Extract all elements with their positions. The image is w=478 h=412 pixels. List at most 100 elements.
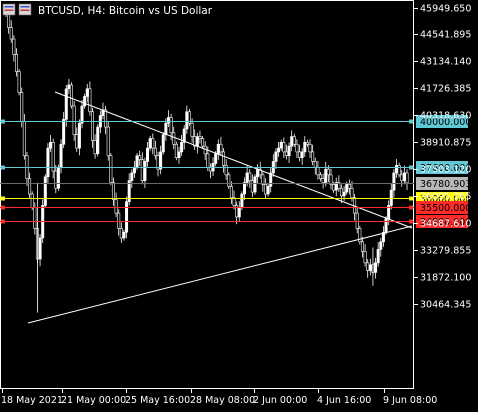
flag-stripe [4,9,14,11]
candle [9,20,13,43]
candle [198,130,202,144]
flag-stripe [20,6,30,8]
level-price-label: 40000.000 [420,117,471,128]
candle [232,190,236,210]
candle [104,106,108,135]
price-tick-label: 33279.855 [420,246,471,257]
level-line[interactable]: 34800.000 [0,215,471,228]
candle [261,171,265,192]
candle [300,148,304,165]
symbol-title[interactable]: BTCUSD, H4: Bitcoin vs US Dollar [2,3,213,17]
flag-stripe [20,9,30,11]
candle [222,148,226,173]
candle [287,142,291,164]
candle [405,169,409,191]
candle [397,162,401,178]
trendlines-layer [27,91,413,324]
price-tick-label: 38910.875 [420,138,471,149]
candle [219,136,223,156]
symbol-title-text: BTCUSD, H4: Bitcoin vs US Dollar [38,5,213,17]
candle [51,138,55,179]
candle [360,236,364,258]
candle [277,141,281,157]
level-line[interactable]: 40000.000 [0,115,471,128]
price-tick-label: 40318.630 [420,111,471,122]
candle [376,242,380,267]
candle [311,144,315,166]
candle [381,226,385,247]
candle [329,168,333,190]
candle [174,141,178,161]
price-tick-label: 36095.365 [420,192,471,203]
candle [319,172,323,182]
candle [153,140,157,160]
candle [363,244,367,267]
candle [274,148,278,169]
time-tick-label: 28 May 08:00 [190,395,255,406]
candle [83,93,87,109]
candle [28,172,32,199]
candle [326,165,330,183]
candle [62,112,66,149]
candle [347,179,351,195]
candle [187,109,191,126]
candle [109,153,113,186]
candle [308,139,312,159]
level-line[interactable]: 35500.000 [0,201,471,214]
candle [56,164,60,191]
candle [12,35,16,62]
candle [182,125,186,150]
time-tick-label: 9 Jun 08:00 [383,395,437,406]
candle [358,225,362,245]
price-tick-label: 44541.895 [420,30,471,41]
candle [292,133,296,147]
candle [355,206,359,234]
candle [180,135,184,156]
candle [389,182,393,210]
level-price-label: 35500.000 [420,203,471,214]
candle [130,169,134,188]
level-price-tag: 40000.000 [416,115,471,128]
candle [201,135,205,149]
candle [106,120,110,161]
price-tick-label: 30464.345 [420,300,471,311]
trendline-lower[interactable] [27,225,413,324]
last-price-label: 36780.903 [420,179,471,190]
candle [253,174,257,195]
price-tick-label: 45949.650 [420,4,471,15]
candle [324,161,328,187]
candle [114,192,118,217]
candle [224,159,228,180]
price-tick-label: 41726.385 [420,84,471,95]
candle [269,167,273,193]
candle [46,143,50,183]
candle [379,237,383,257]
candle [111,177,115,206]
level-price-label: 36000.000 [420,194,471,205]
candle [122,229,126,241]
candle [70,82,74,109]
candle [229,181,233,204]
candle [38,234,42,267]
candle [138,150,142,166]
candle [127,173,131,206]
time-tick-label: 25 May 16:00 [125,395,190,406]
trendline-upper[interactable] [54,91,413,229]
level-line[interactable]: 37600.000 [0,161,471,174]
price-tick-label: 43134.140 [420,57,471,68]
candle [305,139,309,147]
candle [172,126,176,150]
price-tick-label: 34687.610 [420,219,471,230]
candle [177,146,181,164]
time-tick-label: 4 Jun 16:00 [317,395,371,406]
candle [64,84,68,127]
candle [125,196,129,239]
flag-stripe [4,6,14,8]
candle [374,257,378,279]
candle [72,101,76,141]
candle [80,99,84,129]
price-axis: 45949.650 44541.895 43134.140 41726.385 4031… [414,4,471,311]
candle [96,124,100,157]
